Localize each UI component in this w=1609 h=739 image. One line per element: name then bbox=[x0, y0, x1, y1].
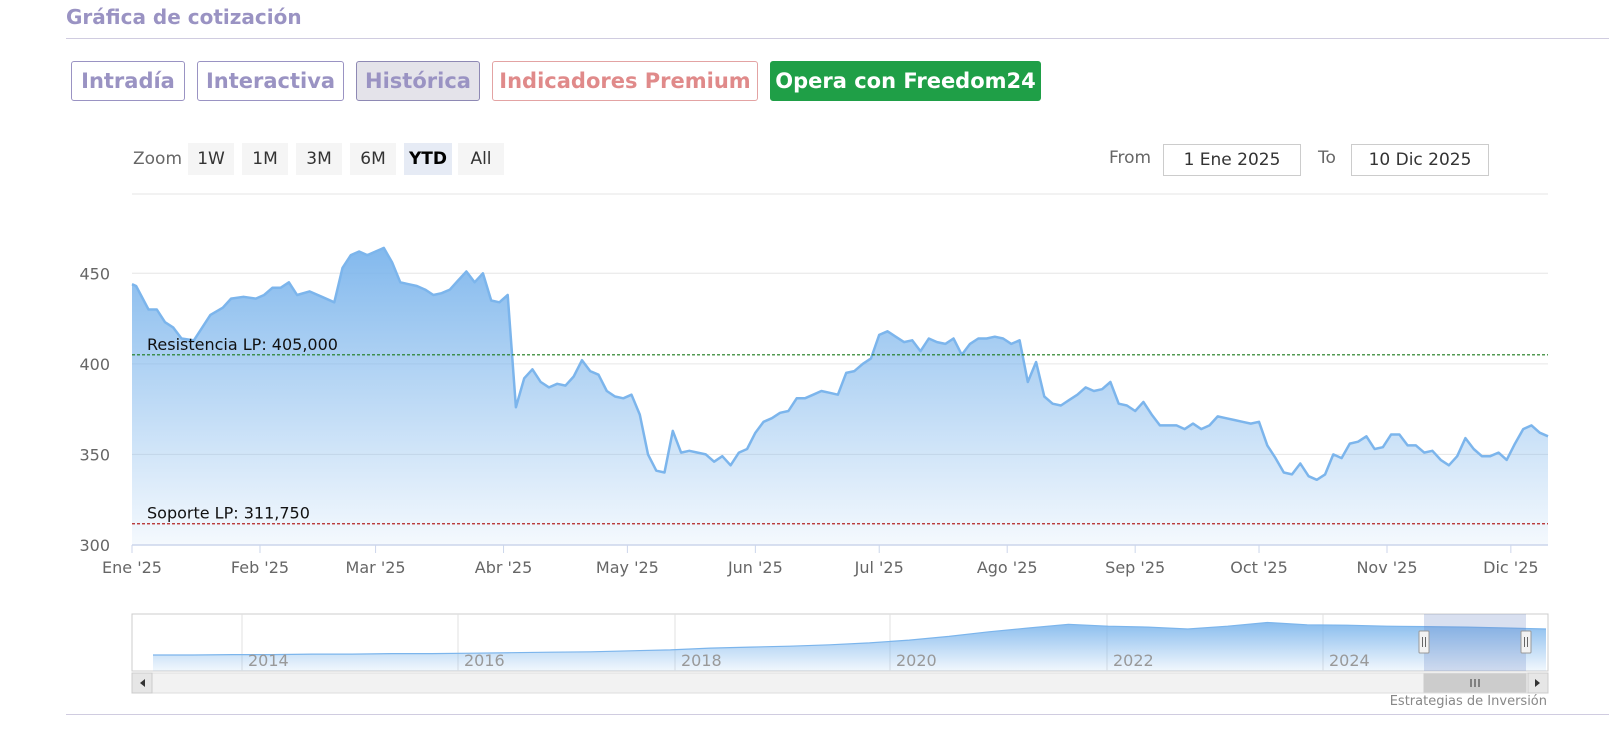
y-tick-label: 300 bbox=[79, 536, 110, 555]
x-tick-label: Dic '25 bbox=[1483, 558, 1538, 577]
scrollbar-track[interactable] bbox=[131, 672, 1549, 694]
zoom-all-button[interactable]: All bbox=[458, 143, 504, 175]
support-label: Soporte LP: 311,750 bbox=[147, 504, 310, 523]
navigator-year-label: 2014 bbox=[248, 651, 289, 670]
x-tick-label: Ago '25 bbox=[977, 558, 1038, 577]
x-tick-label: Sep '25 bbox=[1105, 558, 1165, 577]
price-line[interactable] bbox=[131, 246, 1549, 482]
trade-freedom24-button[interactable]: Opera con Freedom24 bbox=[770, 61, 1041, 101]
x-tick-label: Mar '25 bbox=[346, 558, 406, 577]
zoom-6m-button[interactable]: 6M bbox=[350, 143, 396, 175]
bottom-divider bbox=[66, 714, 1609, 715]
x-tick-label: May '25 bbox=[596, 558, 659, 577]
x-tick-label: Nov '25 bbox=[1356, 558, 1417, 577]
from-date-input[interactable]: 1 Ene 2025 bbox=[1163, 144, 1301, 176]
navigator-year-label: 2016 bbox=[464, 651, 505, 670]
zoom-label: Zoom bbox=[133, 149, 183, 169]
navigator-area-fill bbox=[153, 622, 1546, 671]
x-tick-label: Jun '25 bbox=[727, 558, 783, 577]
navigator-right-handle[interactable] bbox=[1520, 630, 1532, 654]
y-tick-label: 400 bbox=[79, 355, 110, 374]
navigator-year-label: 2022 bbox=[1113, 651, 1154, 670]
chevron-left-icon bbox=[140, 679, 145, 687]
tab-interactiva[interactable]: Interactiva bbox=[197, 61, 344, 101]
to-date-input[interactable]: 10 Dic 2025 bbox=[1351, 144, 1489, 176]
zoom-ytd-button[interactable]: YTD bbox=[404, 143, 452, 175]
navigator-line bbox=[153, 621, 1547, 656]
chevron-right-icon bbox=[1535, 679, 1540, 687]
navigator-year-label: 2018 bbox=[681, 651, 722, 670]
zoom-1m-button[interactable]: 1M bbox=[242, 143, 288, 175]
price-area-fill bbox=[132, 247, 1548, 545]
navigator-selection[interactable] bbox=[1424, 614, 1526, 671]
navigator-left-handle[interactable] bbox=[1418, 630, 1430, 654]
tab-indicadores-premium[interactable]: Indicadores Premium bbox=[492, 61, 758, 101]
section-title: Gráfica de cotización bbox=[66, 5, 302, 29]
navigator-year-label: 2024 bbox=[1329, 651, 1370, 670]
x-tick-label: Ene '25 bbox=[102, 558, 162, 577]
resistance-label: Resistencia LP: 405,000 bbox=[147, 335, 338, 354]
x-tick-label: Abr '25 bbox=[475, 558, 533, 577]
x-tick-label: Oct '25 bbox=[1230, 558, 1288, 577]
title-divider bbox=[66, 38, 1609, 39]
y-tick-label: 450 bbox=[79, 264, 110, 283]
x-tick-label: Jul '25 bbox=[854, 558, 904, 577]
navigator-year-label: 2020 bbox=[896, 651, 937, 670]
zoom-1w-button[interactable]: 1W bbox=[188, 143, 234, 175]
tab-historica[interactable]: Histórica bbox=[356, 61, 480, 101]
tab-intradia[interactable]: Intradía bbox=[71, 61, 185, 101]
zoom-3m-button[interactable]: 3M bbox=[296, 143, 342, 175]
chart-credits: Estrategias de Inversión bbox=[1389, 694, 1547, 709]
to-label: To bbox=[1318, 148, 1336, 168]
y-tick-label: 350 bbox=[79, 445, 110, 464]
from-label: From bbox=[1109, 148, 1152, 168]
x-tick-label: Feb '25 bbox=[231, 558, 289, 577]
